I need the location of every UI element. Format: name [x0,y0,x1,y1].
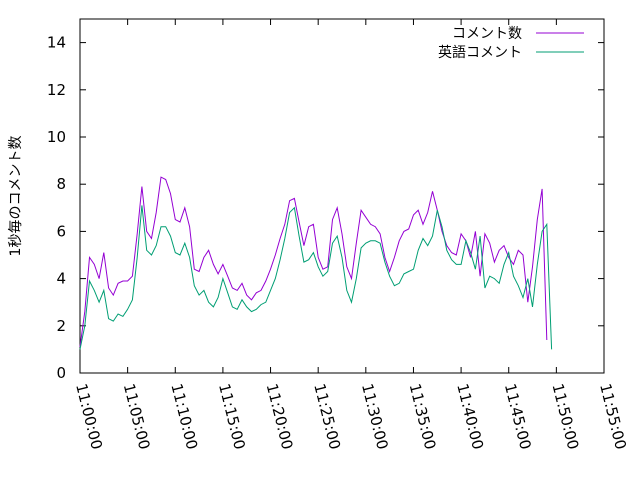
y-tick-label: 12 [47,81,66,99]
y-axis: 0 2 4 6 8 10 12 14 [47,34,604,382]
x-tick-label: 11:15:00 [215,382,249,452]
x-tick-label: 11:55:00 [596,382,630,452]
x-tick-label: 11:05:00 [120,382,154,452]
plot-frame [79,18,605,374]
legend-label: コメント数 [452,26,522,42]
x-tick-label: 11:45:00 [501,382,535,452]
y-axis-label: 1秒毎のコメント数 [8,136,24,257]
x-tick-label: 11:00:00 [72,382,106,452]
x-tick-label: 11:30:00 [358,382,392,452]
y-tick-label: 10 [47,128,66,146]
series-line-1 [79,176,548,348]
plot-area [79,18,605,374]
y-tick-label: 2 [56,317,66,335]
x-tick-label: 11:25:00 [310,382,344,452]
x-tick-label: 11:20:00 [263,382,297,452]
series-line-2 [79,205,553,350]
x-tick-label: 11:35:00 [406,382,440,452]
y-tick-label: 8 [56,175,66,193]
y-tick-label: 6 [56,222,66,240]
x-tick-label: 11:40:00 [453,382,487,452]
x-axis: 11:00:00 11:05:00 11:10:00 11:15:00 11:20:00… [72,19,630,451]
y-tick-label: 4 [56,270,66,288]
x-tick-label: 11:50:00 [548,382,582,452]
y-tick-label: 0 [56,364,66,382]
y-tick-label: 14 [47,34,66,52]
series-layer [79,176,553,350]
x-tick-label: 11:10:00 [167,382,201,452]
legend-label: 英語コメント [438,44,522,61]
